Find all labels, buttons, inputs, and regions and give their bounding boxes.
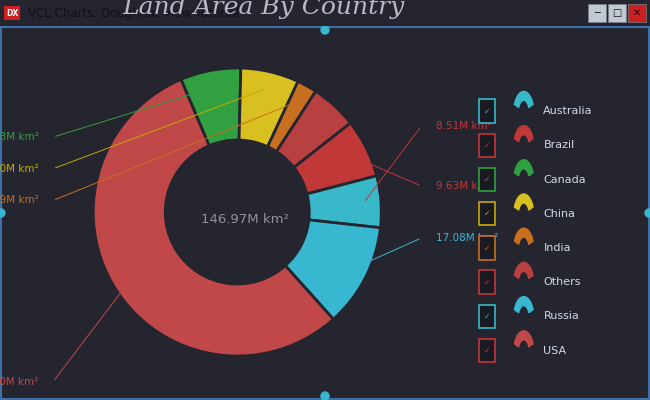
Wedge shape — [239, 68, 298, 147]
Wedge shape — [294, 123, 376, 194]
FancyBboxPatch shape — [479, 236, 495, 260]
FancyBboxPatch shape — [479, 304, 495, 328]
Wedge shape — [285, 220, 380, 319]
Text: USA: USA — [543, 346, 567, 356]
Circle shape — [645, 209, 650, 217]
FancyBboxPatch shape — [479, 339, 495, 362]
Text: ✓: ✓ — [484, 175, 490, 184]
Polygon shape — [515, 126, 533, 142]
Polygon shape — [515, 331, 533, 347]
Polygon shape — [515, 194, 533, 210]
FancyBboxPatch shape — [588, 4, 606, 22]
Text: Brazil: Brazil — [543, 140, 575, 150]
FancyBboxPatch shape — [479, 168, 495, 191]
Text: ✓: ✓ — [484, 346, 490, 355]
Text: VCL Charts: Doughnut View Tutorial: VCL Charts: Doughnut View Tutorial — [28, 6, 239, 20]
FancyBboxPatch shape — [479, 99, 495, 123]
Polygon shape — [515, 262, 533, 278]
Text: ✓: ✓ — [484, 209, 490, 218]
Wedge shape — [268, 82, 316, 152]
Circle shape — [165, 140, 309, 284]
Polygon shape — [515, 160, 533, 176]
Text: ✓: ✓ — [484, 141, 490, 150]
FancyBboxPatch shape — [479, 270, 495, 294]
Text: China: China — [543, 209, 575, 219]
Text: 8.51M km²: 8.51M km² — [436, 121, 491, 130]
Text: Land Area By Country: Land Area By Country — [122, 0, 404, 19]
FancyBboxPatch shape — [479, 202, 495, 225]
FancyBboxPatch shape — [608, 4, 626, 22]
Wedge shape — [307, 176, 382, 228]
Text: 81.20M km²: 81.20M km² — [0, 377, 38, 387]
Text: 9.98M km²: 9.98M km² — [0, 132, 38, 142]
Text: Australia: Australia — [543, 106, 593, 116]
Wedge shape — [276, 91, 350, 168]
Polygon shape — [515, 297, 533, 313]
Text: ✓: ✓ — [484, 278, 490, 287]
Text: India: India — [543, 243, 571, 253]
Text: ✕: ✕ — [633, 8, 641, 18]
Text: DX: DX — [6, 8, 18, 18]
Circle shape — [0, 209, 5, 217]
Text: Others: Others — [543, 277, 581, 287]
FancyBboxPatch shape — [4, 6, 20, 20]
Polygon shape — [515, 228, 533, 244]
Text: 17.08M km²: 17.08M km² — [436, 233, 498, 243]
Text: ✓: ✓ — [484, 107, 490, 116]
Text: 3.29M km²: 3.29M km² — [0, 196, 38, 206]
Text: 146.97M km²: 146.97M km² — [200, 213, 289, 226]
Circle shape — [321, 26, 329, 34]
Text: □: □ — [612, 8, 621, 18]
Wedge shape — [181, 68, 241, 146]
Text: ✓: ✓ — [484, 312, 490, 321]
Polygon shape — [515, 92, 533, 108]
Text: Canada: Canada — [543, 174, 586, 185]
FancyBboxPatch shape — [479, 134, 495, 157]
FancyBboxPatch shape — [628, 4, 646, 22]
Circle shape — [321, 392, 329, 400]
Text: Russia: Russia — [543, 311, 579, 322]
Wedge shape — [93, 80, 333, 356]
Text: 9.60M km²: 9.60M km² — [0, 164, 38, 174]
Text: ─: ─ — [594, 8, 600, 18]
Text: 9.63M km²: 9.63M km² — [436, 181, 491, 191]
Text: ✓: ✓ — [484, 244, 490, 252]
